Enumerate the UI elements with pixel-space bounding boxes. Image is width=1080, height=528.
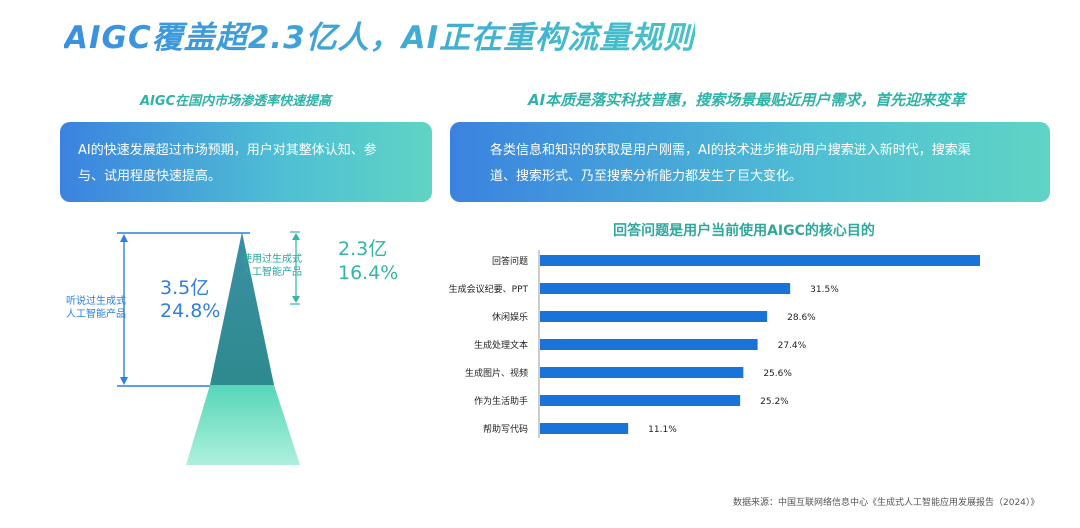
left-summary-line-2: 与、试用程度快速提高。 bbox=[78, 169, 222, 184]
value-label: 31.5% bbox=[810, 285, 839, 295]
left-summary-box: AI的快速发展超过市场预期，用户对其整体认知、参 与、试用程度快速提高。 bbox=[60, 122, 432, 202]
category-label: 作为生活助手 bbox=[474, 395, 528, 407]
bar bbox=[540, 395, 741, 406]
heard-bracket bbox=[117, 232, 250, 387]
category-label: 生成处理文本 bbox=[474, 339, 528, 351]
data-source-note: 数据来源：中国互联网络信息中心《生成式人工智能应用发展报告（2024）》 bbox=[733, 498, 1040, 508]
bar bbox=[540, 283, 791, 294]
category-label: 帮助写代码 bbox=[483, 423, 528, 435]
value-label: 25.2% bbox=[760, 397, 789, 407]
heard-label-line-1: 听说过生成式 bbox=[66, 294, 126, 307]
page-title: AIGC覆盖超2.3亿人，AI正在重构流量规则 bbox=[64, 12, 695, 57]
penetration-triangle-graphic: 听说过生成式 人工智能产品 3.5亿 24.8% 使用过生成式 人工智能产品 2… bbox=[66, 231, 398, 465]
right-subtitle: AI本质是落实科技普惠，搜索场景最贴近用户需求，首先迎来变革 bbox=[528, 91, 966, 109]
triangle-lower bbox=[186, 385, 300, 465]
heard-count: 3.5亿 bbox=[160, 277, 209, 299]
used-rate: 16.4% bbox=[338, 262, 398, 284]
category-label: 休闲娱乐 bbox=[492, 311, 528, 323]
chart-title: 回答问题是用户当前使用AIGC的核心目的 bbox=[613, 222, 875, 239]
value-label: 27.4% bbox=[778, 341, 807, 351]
left-subtitle: AIGC在国内市场渗透率快速提高 bbox=[140, 94, 332, 109]
used-label-line-1: 使用过生成式 bbox=[242, 252, 302, 265]
used-count: 2.3亿 bbox=[338, 238, 387, 260]
right-summary-line-2: 道、搜索形式、乃至搜索分析能力都发生了巨大变化。 bbox=[490, 169, 803, 184]
bar bbox=[540, 255, 980, 266]
right-summary-box: 各类信息和知识的获取是用户刚需，AI的技术进步推动用户搜索进入新时代，搜索渠 道… bbox=[450, 122, 1050, 202]
bar bbox=[540, 311, 768, 322]
used-bracket bbox=[290, 231, 300, 305]
category-label: 生成会议纪要、PPT bbox=[449, 283, 529, 295]
bar bbox=[540, 367, 744, 378]
value-label: 28.6% bbox=[787, 313, 816, 323]
purpose-bar-chart: 回答问题是用户当前使用AIGC的核心目的 回答问题62.2%生成会议纪要、PPT… bbox=[449, 222, 980, 438]
value-label: 11.1% bbox=[648, 425, 677, 435]
used-label-line-2: 人工智能产品 bbox=[242, 265, 302, 278]
category-label: 生成图片、视频 bbox=[465, 367, 528, 379]
right-summary-line-1: 各类信息和知识的获取是用户刚需，AI的技术进步推动用户搜索进入新时代，搜索渠 bbox=[490, 143, 971, 158]
triangle-upper bbox=[210, 232, 274, 385]
heard-rate: 24.8% bbox=[160, 300, 220, 322]
category-label: 回答问题 bbox=[492, 255, 528, 267]
value-label: 25.6% bbox=[763, 369, 792, 379]
left-summary-line-1: AI的快速发展超过市场预期，用户对其整体认知、参 bbox=[78, 143, 377, 158]
heard-label-line-2: 人工智能产品 bbox=[66, 307, 126, 320]
bar bbox=[540, 339, 758, 350]
bar bbox=[540, 423, 629, 434]
